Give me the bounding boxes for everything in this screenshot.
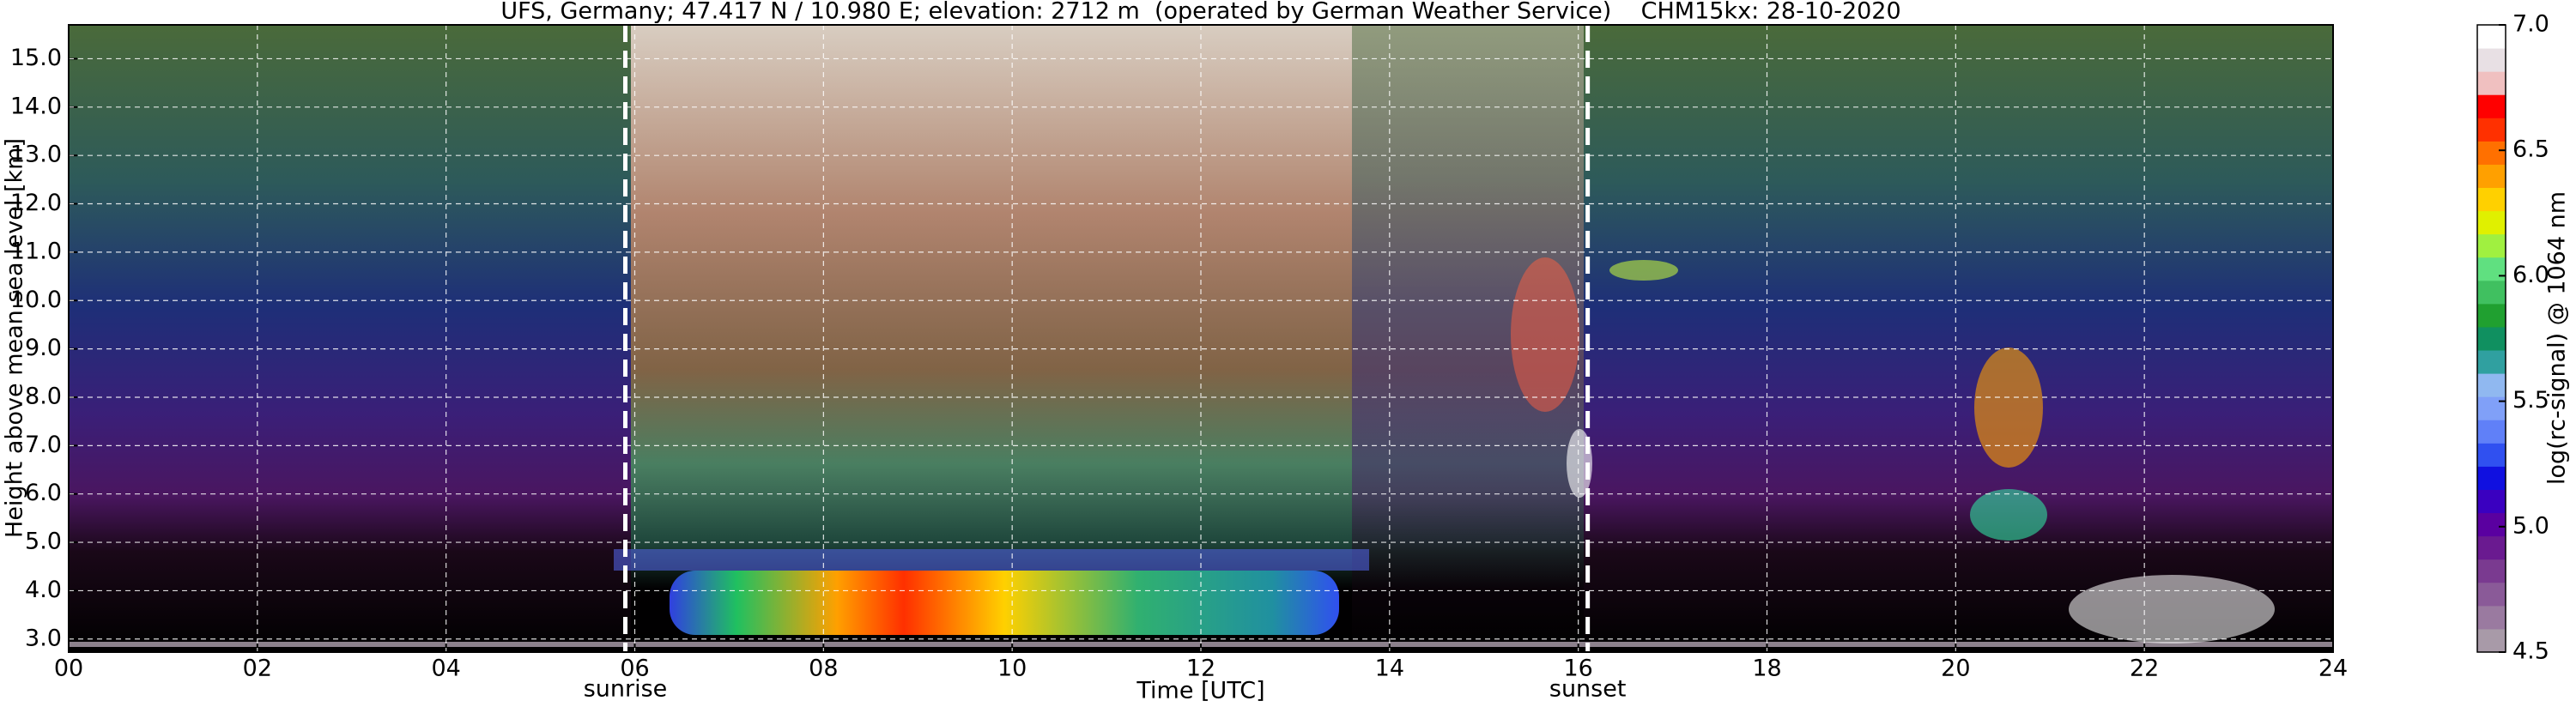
colorbar-swatch [2477, 210, 2506, 235]
colorbar-swatch [2477, 233, 2506, 258]
colorbar-label: log(rc-signal) @ 1064 nm [2544, 191, 2571, 485]
y-axis-label: Height above mean sea level [km] [2, 138, 28, 538]
x-tick-label: 06 [620, 656, 649, 682]
y-tick-label: 4.0 [25, 577, 62, 603]
colorbar-swatch [2477, 350, 2506, 374]
colorbar-swatch [2477, 512, 2506, 537]
y-tick-label: 3.0 [25, 625, 62, 651]
y-tick-label: 5.0 [25, 529, 62, 555]
annotation-label: sunrise [584, 676, 668, 703]
colorbar-swatch [2477, 187, 2506, 212]
x-tick-label: 00 [54, 656, 83, 682]
x-tick-label: 16 [1563, 656, 1592, 682]
colorbar-swatch [2477, 559, 2506, 583]
colorbar-frame [2476, 24, 2506, 653]
y-tick-label: 11.0 [10, 238, 62, 264]
colorbar-swatch [2477, 420, 2506, 444]
colorbar-swatch [2477, 326, 2506, 351]
colorbar-swatch [2477, 25, 2506, 49]
colorbar-swatch [2477, 466, 2506, 490]
y-tick-label: 13.0 [10, 142, 62, 168]
colorbar-tick-label: 4.5 [2512, 638, 2549, 665]
colorbar-swatch [2477, 535, 2506, 560]
y-tick-label: 15.0 [10, 45, 62, 71]
colorbar-swatch [2477, 489, 2506, 514]
y-tick-label: 6.0 [25, 480, 62, 506]
colorbar-swatch [2477, 164, 2506, 189]
x-tick-label: 20 [1941, 656, 1970, 682]
colorbar-swatch [2477, 48, 2506, 72]
colorbar-swatch [2477, 280, 2506, 305]
colorbar-swatch [2477, 257, 2506, 281]
x-tick-label: 18 [1752, 656, 1781, 682]
colorbar-swatch [2477, 582, 2506, 607]
x-tick-label: 04 [431, 656, 460, 682]
colorbar-swatch [2477, 71, 2506, 95]
x-tick-label: 12 [1186, 656, 1215, 682]
colorbar-tick-label: 7.0 [2512, 11, 2549, 38]
chart-title: UFS, Germany; 47.417 N / 10.980 E; eleva… [500, 0, 1900, 25]
colorbar-swatch [2477, 94, 2506, 118]
x-tick-label: 02 [243, 656, 272, 682]
y-tick-label: 12.0 [10, 190, 62, 216]
colorbar-tick-label: 5.0 [2512, 512, 2549, 539]
x-tick-label: 10 [997, 656, 1027, 682]
plot-frame [68, 24, 2334, 653]
y-tick-label: 8.0 [25, 383, 62, 409]
x-tick-label: 22 [2130, 656, 2159, 682]
y-tick-label: 9.0 [25, 335, 62, 361]
colorbar-tick-label: 5.5 [2512, 387, 2549, 414]
colorbar-swatch [2477, 605, 2506, 630]
y-tick-label: 7.0 [25, 432, 62, 458]
colorbar-swatch [2477, 303, 2506, 328]
x-tick-label: 24 [2318, 656, 2348, 682]
colorbar-swatch [2477, 628, 2506, 653]
x-axis-label: Time [UTC] [1136, 678, 1264, 704]
colorbar-tick-label: 6.5 [2512, 136, 2549, 163]
colorbar-swatch [2477, 141, 2506, 165]
annotation-label: sunset [1549, 676, 1627, 703]
colorbar-swatch [2477, 373, 2506, 397]
x-tick-label: 08 [809, 656, 838, 682]
colorbar-swatch [2477, 396, 2506, 420]
colorbar-swatch [2477, 443, 2506, 467]
colorbar-tick-label: 6.0 [2512, 262, 2549, 288]
x-tick-label: 14 [1375, 656, 1404, 682]
y-tick-label: 14.0 [10, 93, 62, 119]
colorbar-swatch [2477, 118, 2506, 142]
y-tick-label: 10.0 [10, 287, 62, 313]
